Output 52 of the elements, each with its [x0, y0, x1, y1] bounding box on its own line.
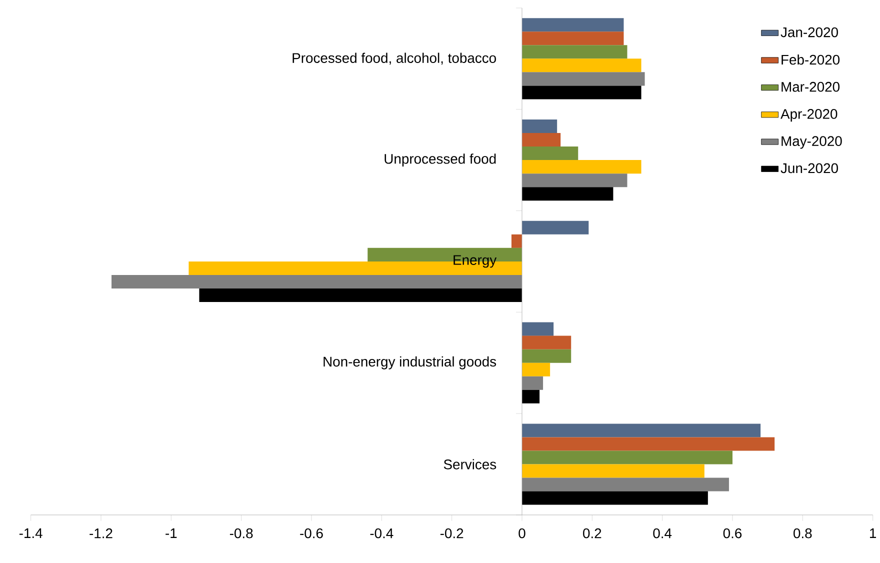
bar — [112, 275, 522, 289]
legend-label: Mar-2020 — [782, 82, 840, 92]
bar — [522, 133, 561, 147]
bar — [522, 86, 642, 100]
y-tick-label: Non-energy industrial goods — [324, 356, 496, 370]
x-tick-label: -0.6 — [300, 528, 323, 538]
bar — [522, 160, 642, 174]
x-tick-label: -0.4 — [370, 528, 394, 538]
bar — [522, 390, 540, 404]
y-tick-label: Energy — [454, 255, 497, 268]
bar — [522, 450, 732, 464]
bar — [522, 45, 628, 59]
bar — [199, 288, 522, 302]
x-tick-label: 0.4 — [653, 528, 672, 538]
bar — [522, 424, 761, 438]
x-tick-label: -0.2 — [440, 528, 464, 538]
bar — [522, 464, 704, 478]
bar — [522, 437, 775, 451]
bar — [522, 146, 578, 160]
y-tick-label: Unprocessed food — [384, 154, 496, 167]
bar — [522, 363, 550, 377]
bar — [522, 336, 572, 350]
x-tick-label: -1 — [166, 528, 177, 538]
bar — [522, 58, 642, 72]
bar — [522, 350, 572, 364]
x-tick-label: -0.8 — [230, 528, 253, 538]
bar — [522, 491, 708, 505]
legend-label: Apr-2020 — [780, 109, 838, 122]
legend-label: Feb-2020 — [782, 54, 840, 65]
legend-label: May-2020 — [782, 136, 842, 149]
bar — [522, 187, 614, 201]
x-tick-label: 1 — [870, 528, 876, 538]
legend-label: Jan-2020 — [780, 28, 838, 38]
x-tick-label: 0.6 — [723, 528, 742, 538]
x-tick-label: -1.4 — [19, 528, 42, 538]
y-tick-label: Processed food, alcohol, tobacco — [292, 52, 496, 65]
bar — [522, 18, 624, 32]
y-tick-label: Services — [444, 459, 496, 470]
bar — [522, 322, 554, 336]
bar — [511, 234, 522, 248]
bar — [522, 32, 624, 46]
x-tick-label: 0.8 — [794, 528, 812, 538]
legend-label: Jun-2020 — [780, 163, 838, 174]
bar — [522, 120, 558, 134]
x-tick-label: -1.2 — [90, 528, 112, 538]
bar — [522, 72, 645, 86]
bar — [522, 221, 589, 235]
bar — [522, 478, 729, 492]
x-tick-label: 0.2 — [583, 528, 602, 538]
bar — [522, 174, 628, 188]
bar — [522, 376, 544, 390]
x-tick-label: 0 — [518, 528, 526, 538]
